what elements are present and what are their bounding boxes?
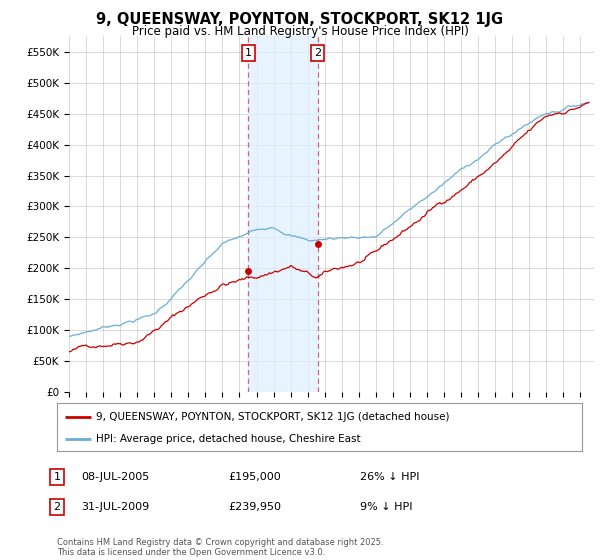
Text: 2: 2 [53, 502, 61, 512]
Text: 2: 2 [314, 48, 321, 58]
Text: 9% ↓ HPI: 9% ↓ HPI [360, 502, 413, 512]
Text: 31-JUL-2009: 31-JUL-2009 [81, 502, 149, 512]
Text: 1: 1 [53, 472, 61, 482]
Text: £239,950: £239,950 [228, 502, 281, 512]
Text: 08-JUL-2005: 08-JUL-2005 [81, 472, 149, 482]
Text: 9, QUEENSWAY, POYNTON, STOCKPORT, SK12 1JG: 9, QUEENSWAY, POYNTON, STOCKPORT, SK12 1… [97, 12, 503, 27]
Bar [248, 36, 317, 392]
Text: £195,000: £195,000 [228, 472, 281, 482]
Text: HPI: Average price, detached house, Cheshire East: HPI: Average price, detached house, Ches… [97, 434, 361, 444]
Text: Price paid vs. HM Land Registry's House Price Index (HPI): Price paid vs. HM Land Registry's House … [131, 25, 469, 38]
Text: 9, QUEENSWAY, POYNTON, STOCKPORT, SK12 1JG (detached house): 9, QUEENSWAY, POYNTON, STOCKPORT, SK12 1… [97, 412, 450, 422]
Text: 26% ↓ HPI: 26% ↓ HPI [360, 472, 419, 482]
Text: Contains HM Land Registry data © Crown copyright and database right 2025.
This d: Contains HM Land Registry data © Crown c… [57, 538, 383, 557]
Text: 1: 1 [245, 48, 252, 58]
